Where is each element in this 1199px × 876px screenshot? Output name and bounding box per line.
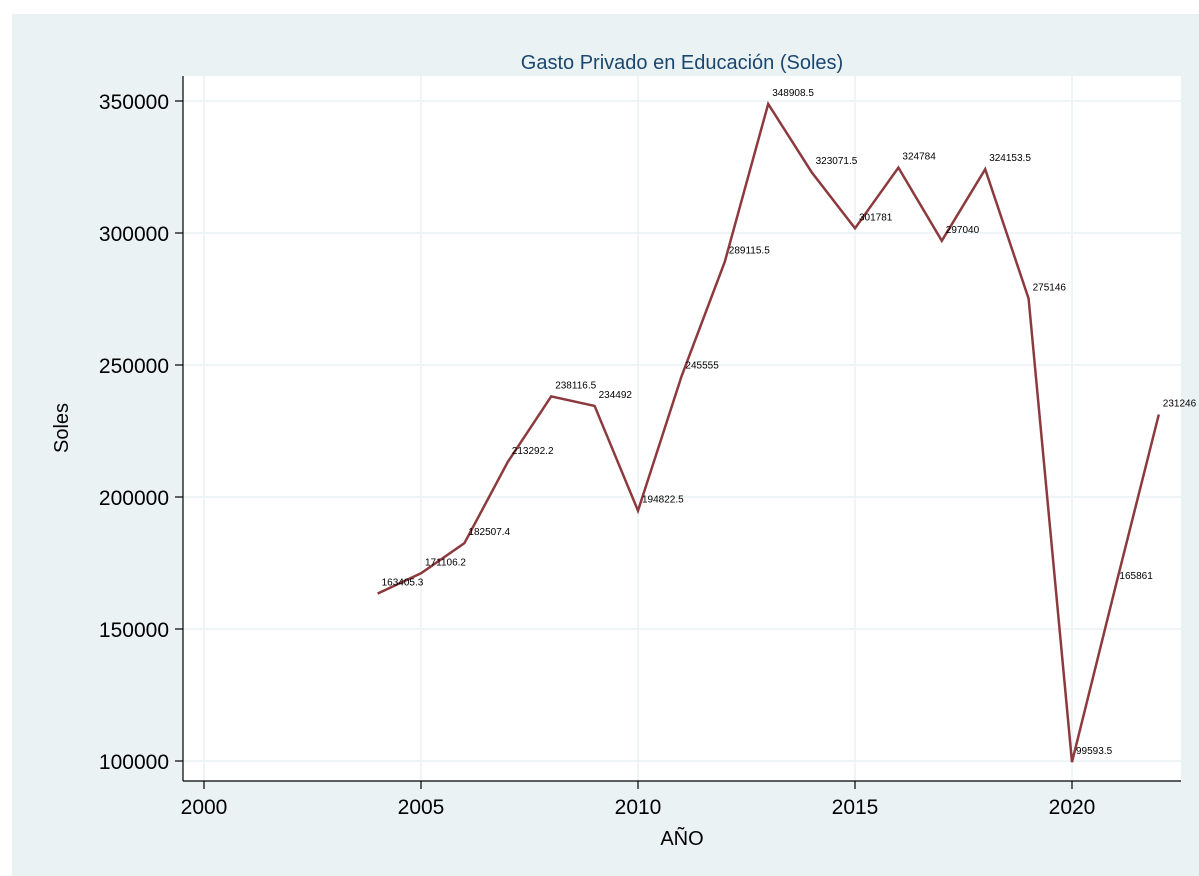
data-label: 213292.2 — [512, 446, 554, 457]
y-tick-label: 200000 — [99, 487, 169, 510]
data-label: 301781 — [859, 212, 893, 223]
x-tick-label: 2020 — [1049, 796, 1096, 819]
x-tick-label: 2005 — [398, 796, 445, 819]
data-label: 182507.4 — [468, 527, 510, 538]
y-tick-label: 350000 — [99, 91, 169, 114]
chart-title: Gasto Privado en Educación (Soles) — [521, 52, 843, 74]
x-tick-label: 2000 — [181, 796, 228, 819]
axes — [182, 76, 1181, 782]
data-label: 324784 — [902, 152, 936, 163]
x-axis-title: AÑO — [660, 826, 703, 850]
x-tick-label: 2015 — [832, 796, 879, 819]
y-axis-title: Soles — [51, 403, 73, 453]
data-label: 238116.5 — [555, 380, 596, 391]
y-tick-label: 300000 — [99, 223, 169, 246]
data-label: 275146 — [1033, 283, 1067, 294]
plot-area — [183, 76, 1181, 781]
ticks: 2000 2005 2010 2015 2020 100000 150000 200000 25… — [99, 91, 1095, 819]
data-label: 289115.5 — [729, 246, 770, 257]
series-line — [377, 100, 1161, 763]
data-label: 297040 — [946, 225, 980, 236]
x-tick-label: 2010 — [615, 796, 662, 819]
data-label: 165861 — [1119, 571, 1153, 582]
data-label: 163405.3 — [382, 578, 424, 589]
grid — [183, 76, 1181, 781]
data-label: 348908.5 — [772, 88, 814, 99]
data-label: 99593.5 — [1076, 746, 1113, 757]
y-tick-label: 150000 — [99, 619, 169, 642]
data-label: 324153.5 — [989, 153, 1031, 164]
data-label: 171106.2 — [425, 557, 466, 568]
data-label: 194822.5 — [642, 495, 684, 506]
data-label: 234492 — [599, 390, 633, 401]
data-label: 231246 — [1163, 399, 1197, 410]
y-tick-label: 100000 — [99, 751, 169, 774]
data-label: 323071.5 — [816, 156, 858, 167]
data-label: 245555 — [685, 361, 719, 372]
y-tick-label: 250000 — [99, 355, 169, 378]
series — [377, 100, 1161, 763]
